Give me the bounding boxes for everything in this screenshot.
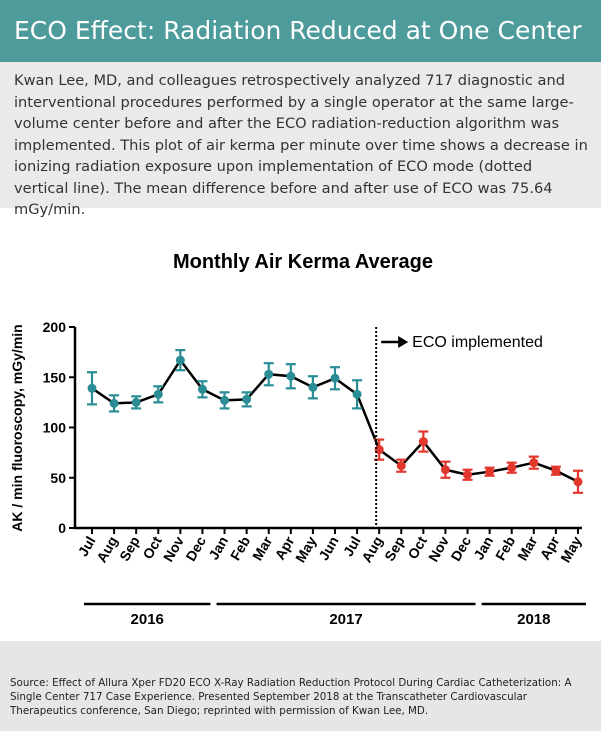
data-point	[463, 470, 473, 480]
annotation: ECO implemented	[412, 334, 543, 351]
x-tick-label: May	[557, 533, 585, 565]
data-point	[286, 371, 296, 381]
x-tick-label: Aug	[358, 534, 385, 566]
x-tick-label: Dec	[182, 533, 209, 563]
data-point	[242, 394, 252, 404]
data-point	[440, 465, 450, 475]
data-point	[330, 373, 340, 383]
y-tick-label: 50	[50, 470, 66, 486]
x-tick-label: Feb	[492, 534, 518, 564]
data-point	[131, 397, 141, 407]
data-point	[551, 466, 561, 476]
x-tick-label: May	[292, 533, 320, 565]
year-label: 2016	[131, 611, 164, 628]
data-point	[197, 384, 207, 394]
y-tick-label: 0	[58, 520, 66, 536]
chart-title: Monthly Air Kerma Average	[173, 251, 433, 273]
y-tick-label: 150	[43, 369, 67, 385]
x-tick-label: Sep	[116, 534, 143, 564]
eco-arrowhead	[398, 336, 409, 348]
data-point	[175, 355, 185, 365]
y-tick-label: 100	[43, 420, 67, 436]
data-point	[418, 437, 428, 447]
x-tick-label: Feb	[227, 534, 253, 564]
chart: Monthly Air Kerma Average AK / min fluor…	[9, 251, 586, 628]
data-point	[220, 395, 230, 405]
data-point	[153, 389, 163, 399]
y-axis-label: AK / min fluoroscopy, mGy/min	[9, 324, 25, 531]
x-tick-label: Mar	[514, 533, 541, 563]
data-point	[396, 461, 406, 471]
x-tick-label: Nov	[425, 533, 452, 564]
year-label: 2017	[329, 611, 362, 628]
data-point	[352, 389, 362, 399]
y-tick-label: 200	[43, 319, 67, 335]
header-title: ECO Effect: Radiation Reduced at One Cen…	[0, 0, 601, 62]
source: Source: Effect of Allura Xper FD20 ECO X…	[0, 641, 601, 731]
data-point	[507, 463, 517, 473]
data-point	[264, 369, 274, 379]
x-tick-label: Dec	[447, 533, 474, 563]
data-point	[573, 477, 583, 487]
data-point	[529, 458, 539, 468]
x-tick-label: Jun	[315, 534, 341, 564]
data-point	[87, 383, 97, 393]
year-label: 2018	[517, 611, 550, 628]
x-tick-label: Jan	[205, 534, 231, 563]
x-tick-label: Sep	[381, 534, 408, 564]
x-tick-label: Nov	[160, 533, 187, 564]
x-tick-label: Mar	[249, 533, 276, 563]
x-tick-label: Aug	[93, 534, 120, 566]
description: Kwan Lee, MD, and colleagues retrospecti…	[0, 62, 601, 218]
data-point	[308, 382, 318, 392]
data-point	[109, 398, 119, 408]
data-point	[485, 467, 495, 477]
x-tick-label: Jan	[470, 534, 496, 563]
